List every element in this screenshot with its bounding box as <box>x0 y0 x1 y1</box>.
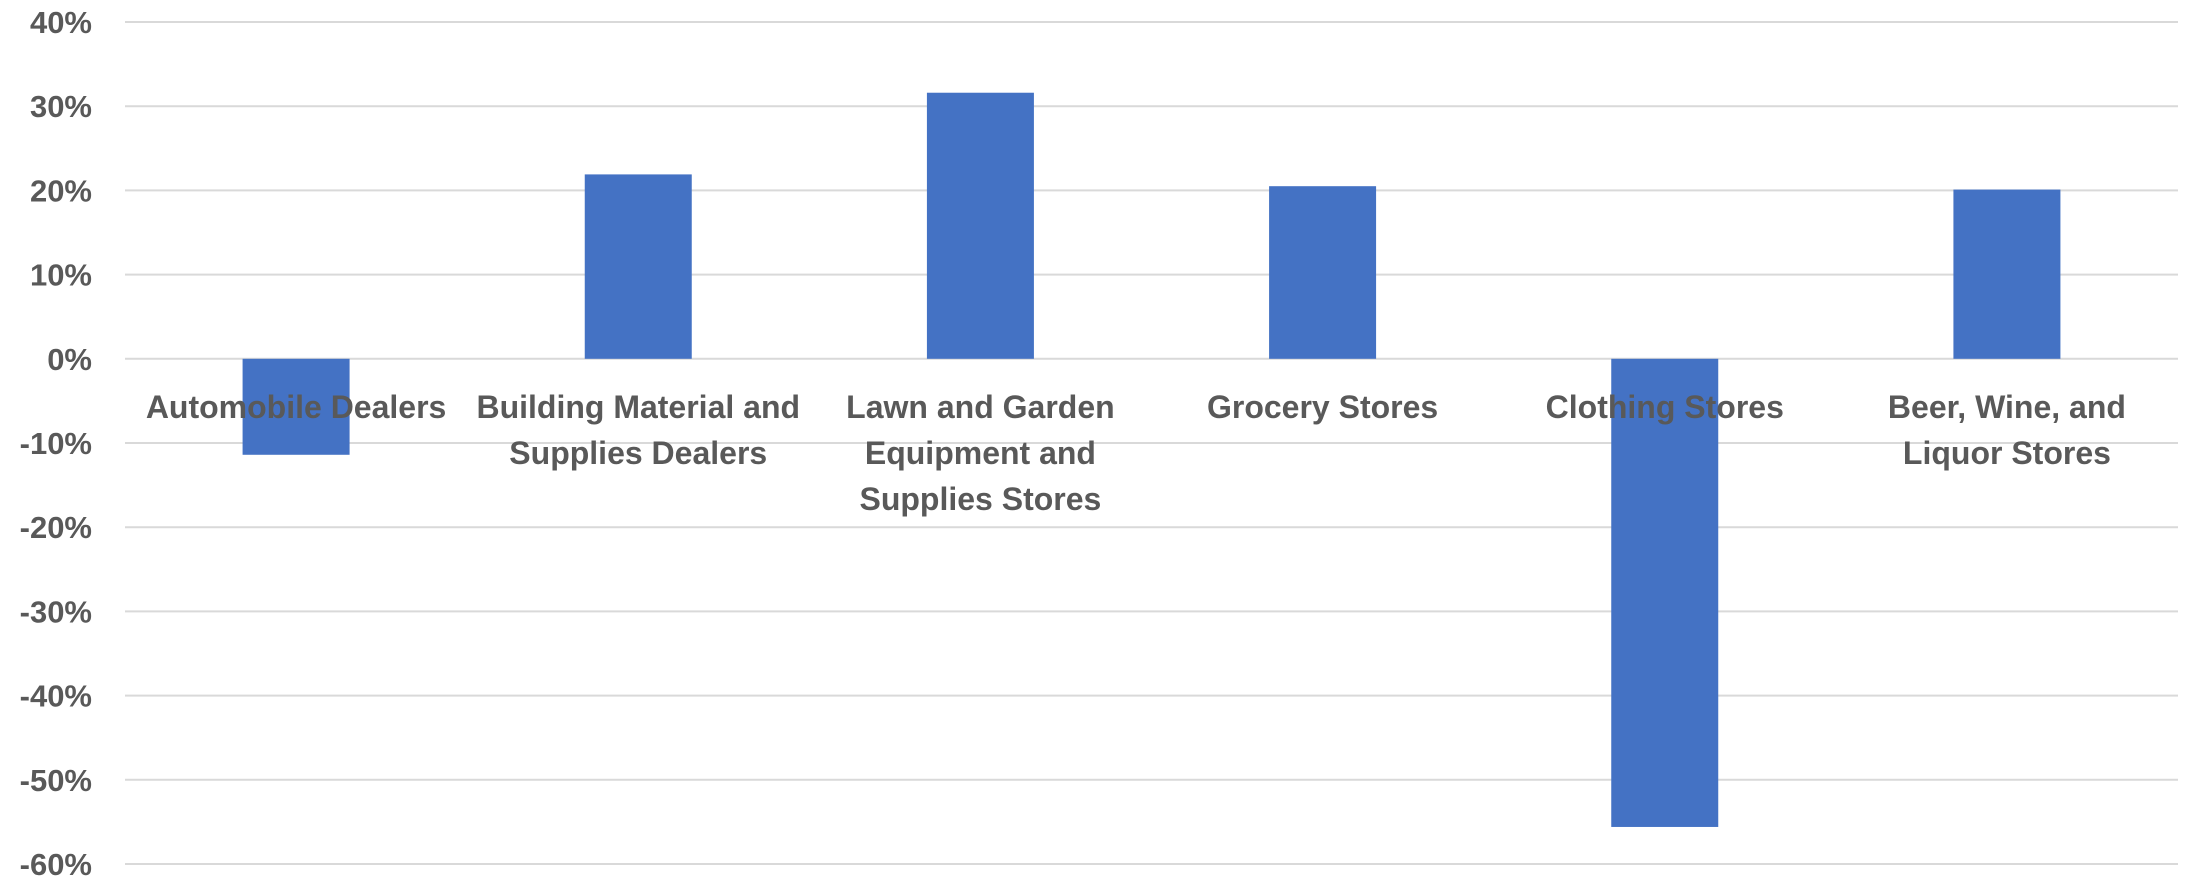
category-label-line: Automobile Dealers <box>146 389 447 425</box>
bar <box>584 174 692 359</box>
category-label-line: Beer, Wine, and <box>1888 389 2126 425</box>
category-label: Lawn and Garden Equipment and Supplies Sto… <box>846 389 1114 517</box>
y-tick-label: 20% <box>30 173 92 208</box>
bar <box>1269 186 1377 359</box>
y-tick-label: 30% <box>30 89 92 124</box>
y-tick-label: -60% <box>20 847 92 879</box>
y-tick-label: 0% <box>47 342 92 377</box>
category-label-line: Supplies Stores <box>859 481 1101 517</box>
category-label: Building Material and Supplies Dealers <box>476 389 800 471</box>
y-tick-label: -30% <box>20 594 92 629</box>
y-axis-tick-labels: 40% 30% 20% 10% 0% -10% -20% -30% -40% -50% -60% <box>20 5 92 879</box>
category-label-line: Building Material and <box>476 389 800 425</box>
y-tick-label: -50% <box>20 763 92 798</box>
category-label: Grocery Stores <box>1207 389 1438 425</box>
bars <box>242 92 2061 827</box>
category-label-line: Clothing Stores <box>1546 389 1784 425</box>
bar <box>242 358 350 455</box>
category-label-line: Supplies Dealers <box>509 435 767 471</box>
bar <box>926 92 1034 359</box>
category-label-line: Lawn and Garden <box>846 389 1114 425</box>
y-tick-label: -20% <box>20 510 92 545</box>
category-labels: Automobile Dealers Building Material and S… <box>146 389 2126 517</box>
category-label: Clothing Stores <box>1546 389 1784 425</box>
category-label: Automobile Dealers <box>146 389 447 425</box>
category-label-line: Equipment and <box>865 435 1096 471</box>
category-label: Beer, Wine, and Liquor Stores <box>1888 389 2126 471</box>
category-label-line: Grocery Stores <box>1207 389 1438 425</box>
y-tick-label: 10% <box>30 258 92 293</box>
y-tick-label: -40% <box>20 679 92 714</box>
category-label-line: Liquor Stores <box>1903 435 2111 471</box>
bar <box>1953 189 2061 359</box>
bar <box>1611 358 1719 827</box>
y-tick-label: 40% <box>30 5 92 40</box>
gridlines <box>125 21 2178 865</box>
y-tick-label: -10% <box>20 426 92 461</box>
